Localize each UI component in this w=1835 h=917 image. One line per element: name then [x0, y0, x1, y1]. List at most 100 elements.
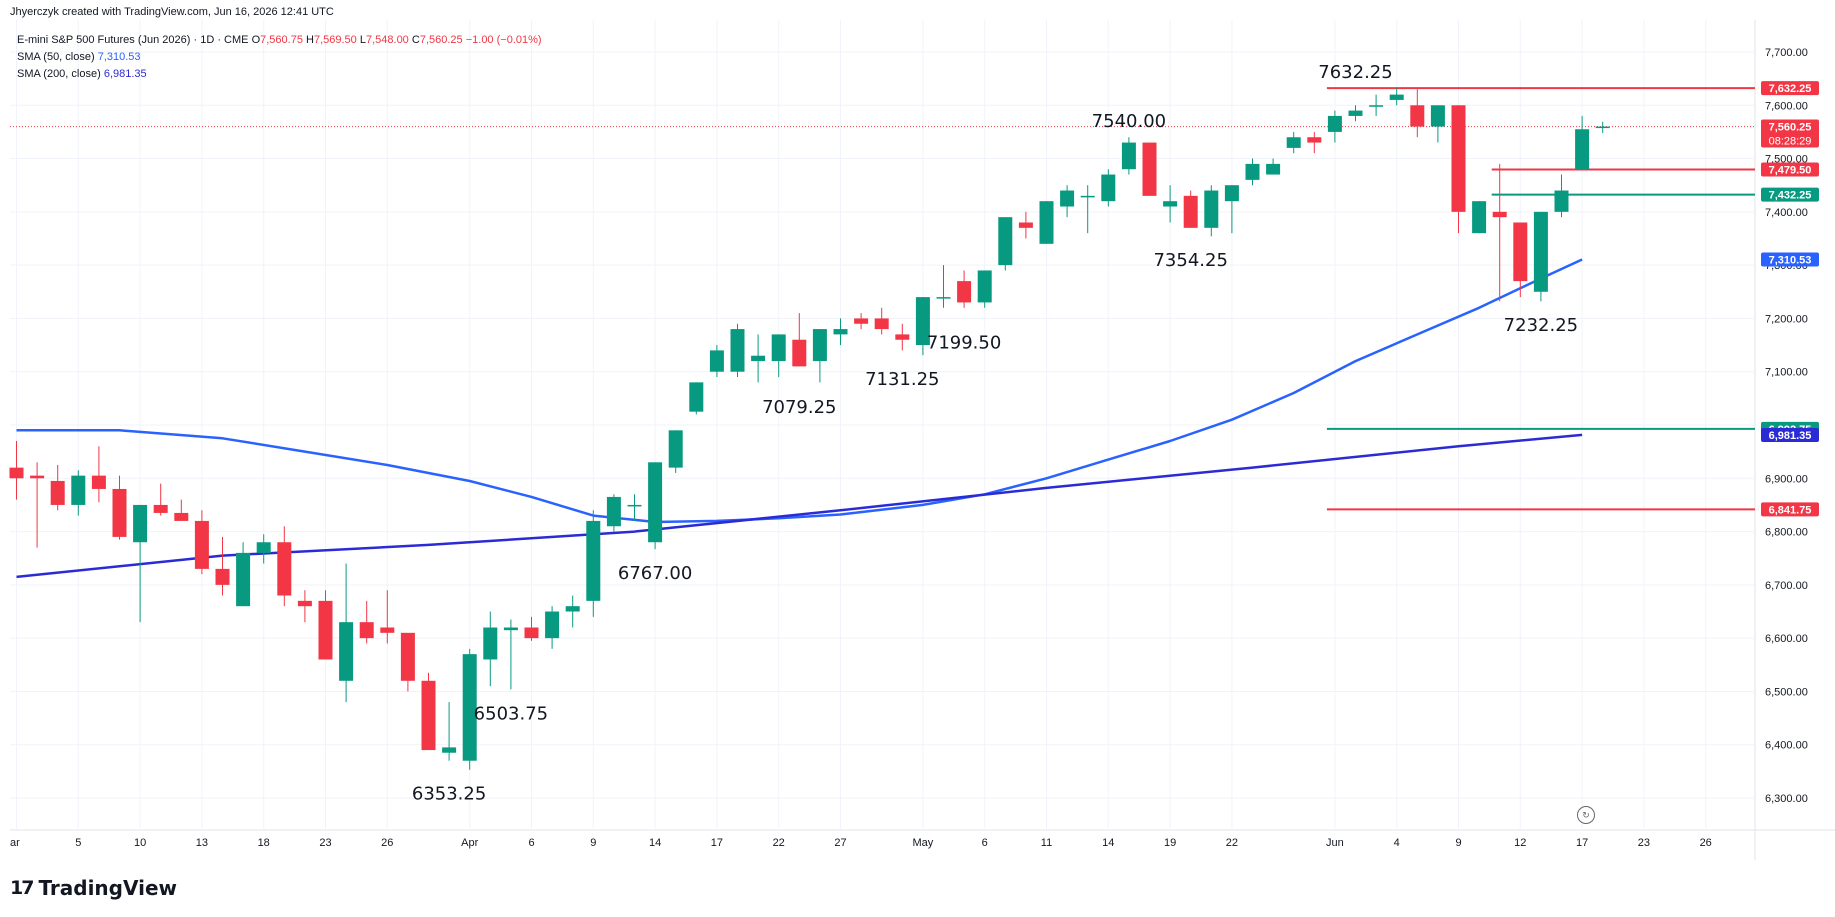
- sma50-line: [16, 258, 1583, 524]
- candle-up: [339, 622, 354, 681]
- price-tag: [1761, 187, 1819, 202]
- x-tick-label: 6: [528, 837, 534, 849]
- price-annotation: 7354.25: [1153, 250, 1227, 271]
- price-tag: [1761, 119, 1819, 148]
- x-tick-label: 17: [711, 837, 723, 849]
- close-value: 7,560.25: [419, 34, 463, 46]
- y-tick-label: 6,800.00: [1765, 527, 1808, 539]
- candle-down: [874, 318, 889, 330]
- sma200-legend[interactable]: SMA (200, close) 6,981.35: [17, 68, 147, 80]
- candle-down: [9, 467, 24, 479]
- price-tag: [1761, 252, 1819, 267]
- candle-down: [1307, 137, 1322, 143]
- x-tick-label: 6: [982, 837, 988, 849]
- sma200-name: SMA (200, close): [17, 68, 101, 80]
- open-value: 7,560.75: [260, 34, 303, 46]
- tradingview-logo[interactable]: 17 TradingView: [10, 876, 177, 900]
- candle-down: [1492, 211, 1507, 218]
- x-tick-label: 12: [1514, 837, 1526, 849]
- candle-up: [1533, 211, 1548, 292]
- candle-down: [895, 334, 910, 340]
- x-tick-label: 13: [196, 837, 208, 849]
- candle-up: [771, 334, 786, 362]
- candle-up: [586, 520, 601, 601]
- candle-down: [215, 568, 230, 585]
- price-tag-label: 6,841.75: [1769, 504, 1812, 516]
- candle-up: [545, 611, 560, 639]
- x-tick-label: ar: [10, 837, 20, 849]
- candle-up: [833, 329, 848, 335]
- candle-up: [462, 654, 477, 761]
- candle-up: [236, 552, 251, 607]
- price-annotation: 7131.25: [865, 369, 939, 390]
- candle-up: [627, 504, 642, 507]
- y-tick-label: 7,400.00: [1765, 207, 1808, 219]
- logo-text: TradingView: [38, 876, 178, 900]
- candle-up: [1348, 110, 1363, 116]
- candle-up: [1286, 137, 1301, 148]
- price-annotation: 7232.25: [1504, 315, 1578, 336]
- sma50-value: 7,310.53: [97, 51, 141, 63]
- y-tick-label: 6,700.00: [1765, 580, 1808, 592]
- candle-up: [1472, 201, 1487, 234]
- candle-up: [1389, 94, 1404, 100]
- low-value: 7,548.00: [365, 34, 409, 46]
- candle-up: [998, 217, 1013, 266]
- x-tick-label: 9: [590, 837, 596, 849]
- candle-down: [112, 488, 127, 537]
- candle-up: [1245, 163, 1260, 180]
- x-tick-label: 4: [1394, 837, 1400, 849]
- price-tag-label: 7,632.25: [1769, 83, 1812, 95]
- y-tick-label: 6,400.00: [1765, 740, 1808, 752]
- candle-up: [1575, 129, 1590, 170]
- y-tick-label: 7,700.00: [1765, 47, 1808, 59]
- candle-up: [1039, 201, 1054, 244]
- x-tick-label: 22: [773, 837, 785, 849]
- candle-up: [606, 496, 621, 527]
- x-tick-label: 17: [1576, 837, 1588, 849]
- y-tick-label: 7,600.00: [1765, 100, 1808, 112]
- change-value: −1.00 (−0.01%): [465, 34, 542, 46]
- candle-down: [277, 542, 292, 596]
- candle-up: [730, 329, 745, 372]
- candle-up: [977, 270, 992, 303]
- candle-up: [256, 542, 271, 553]
- x-tick-label: Jun: [1326, 837, 1344, 849]
- candle-down: [400, 632, 415, 681]
- candle-down: [153, 504, 168, 513]
- x-tick-label: 9: [1455, 837, 1461, 849]
- x-tick-label: 5: [75, 837, 81, 849]
- candle-down: [1142, 142, 1157, 196]
- sma50-legend[interactable]: SMA (50, close) 7,310.53: [17, 51, 141, 63]
- price-annotation: 7199.50: [927, 333, 1001, 354]
- candle-down: [421, 680, 436, 751]
- candle-down: [50, 480, 65, 505]
- x-tick-label: 23: [1638, 837, 1650, 849]
- y-tick-label: 6,300.00: [1765, 793, 1808, 805]
- price-tag: [1761, 81, 1819, 96]
- price-tag-label: 7,560.25: [1769, 121, 1812, 133]
- replay-icon[interactable]: ↻: [1577, 806, 1595, 824]
- price-tag: [1761, 427, 1819, 442]
- sma50-name: SMA (50, close): [17, 51, 95, 63]
- price-annotation: 6503.75: [474, 703, 548, 724]
- candle-up: [1224, 185, 1239, 202]
- candle-up: [936, 297, 951, 299]
- symbol-name[interactable]: E-mini S&P 500 Futures (Jun 2026) · 1D ·…: [17, 34, 249, 46]
- price-tag-label: 6,981.35: [1769, 430, 1812, 442]
- candle-down: [854, 318, 869, 324]
- open-label: O: [251, 34, 261, 46]
- x-tick-label: 22: [1226, 837, 1238, 849]
- candle-down: [91, 475, 106, 489]
- x-tick-label: 19: [1164, 837, 1176, 849]
- candle-up: [915, 297, 930, 346]
- sma200-line: [16, 433, 1583, 579]
- candle-up: [812, 329, 827, 362]
- x-tick-label: 23: [319, 837, 331, 849]
- price-tag-label: 7,432.25: [1769, 190, 1812, 202]
- candle-up: [1327, 115, 1342, 132]
- x-tick-label: 14: [649, 837, 661, 849]
- x-tick-label: 14: [1102, 837, 1114, 849]
- candle-up: [1430, 105, 1445, 127]
